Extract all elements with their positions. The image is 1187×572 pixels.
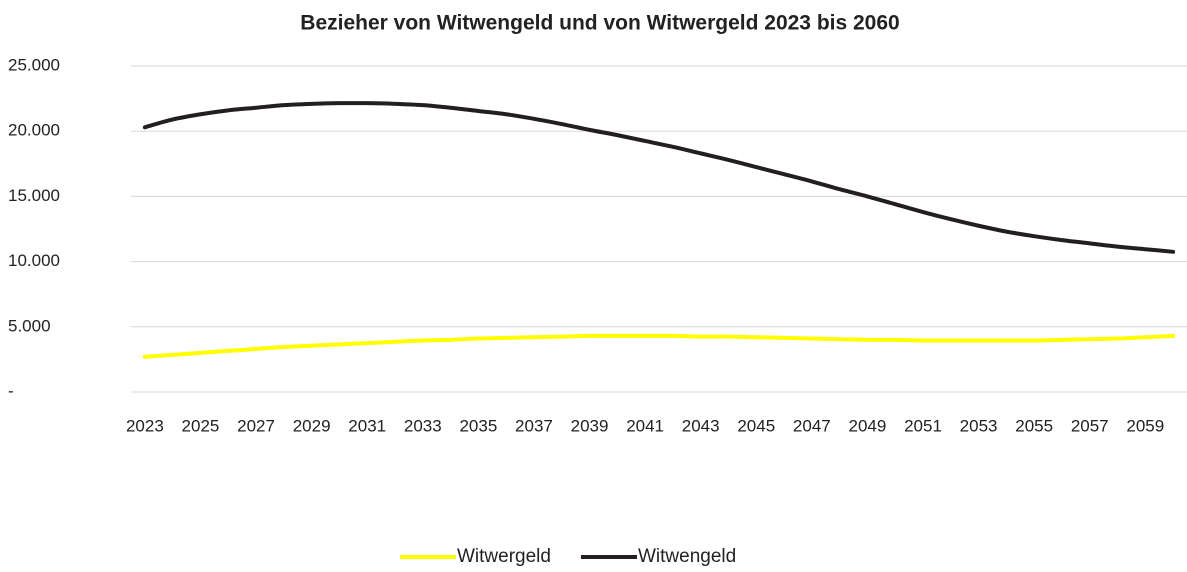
x-tick-label: 2059 (1126, 416, 1164, 435)
line-series (142, 333, 1176, 359)
x-tick-label: 2033 (404, 416, 442, 435)
x-tick-label: 2041 (626, 416, 664, 435)
y-tick-label: - (8, 381, 14, 400)
y-tick-label: 5.000 (8, 316, 51, 335)
x-tick-label: 2043 (682, 416, 720, 435)
x-tick-label: 2047 (793, 416, 831, 435)
x-tick-label: 2031 (348, 416, 386, 435)
chart-title: Bezieher von Witwengeld und von Witwerge… (300, 12, 899, 35)
x-tick-label: 2025 (182, 416, 220, 435)
y-tick-label: 25.000 (8, 55, 60, 74)
x-tick-label: 2023 (126, 416, 164, 435)
legend-label: Witwergeld (457, 546, 551, 567)
x-tick-label: 2039 (571, 416, 609, 435)
x-tick-label: 2049 (849, 416, 887, 435)
legend-label: Witwengeld (638, 546, 736, 567)
x-tick-label: 2027 (237, 416, 275, 435)
line-series (142, 101, 1176, 254)
x-tick-label: 2029 (293, 416, 331, 435)
x-tick-label: 2055 (1015, 416, 1053, 435)
y-tick-label: 15.000 (8, 186, 60, 205)
x-tick-label: 2035 (459, 416, 497, 435)
y-tick-label: 20.000 (8, 121, 60, 140)
x-tick-label: 2053 (960, 416, 998, 435)
x-tick-label: 2057 (1071, 416, 1109, 435)
y-tick-label: 10.000 (8, 251, 60, 270)
x-tick-label: 2051 (904, 416, 942, 435)
x-tick-label: 2045 (737, 416, 775, 435)
x-tick-label: 2037 (515, 416, 553, 435)
